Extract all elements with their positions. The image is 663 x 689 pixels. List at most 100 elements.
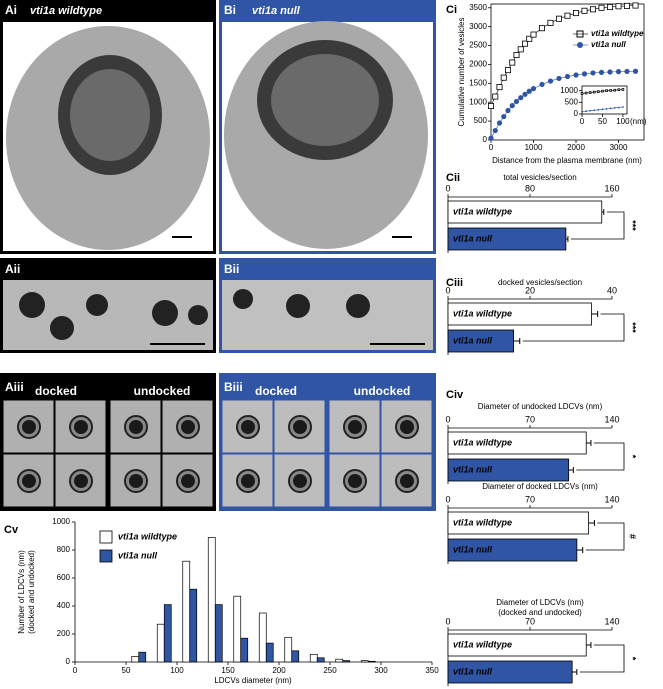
group-label: docked [35,384,77,398]
point [607,4,614,11]
vesicle-core [348,420,362,434]
x-tick-label: 80 [525,183,535,193]
point [581,7,588,14]
vesicle-core [400,474,414,488]
micrograph-bg [222,280,433,350]
point [617,88,621,92]
legend-label: vti1a null [591,40,626,49]
point [504,67,511,74]
point [609,89,612,92]
point [613,88,617,92]
vesicle [233,289,253,309]
x-tick-label: 50 [122,666,131,675]
bar-label: vti1a null [453,464,493,474]
point [622,106,624,108]
point [617,106,620,109]
vesicle-core [74,474,88,488]
chart-title: Diameter of undocked LDCVs (nm) [478,402,603,411]
bar-label: vti1a null [453,233,493,243]
vesicle-core [348,474,362,488]
x-axis-label: (nm) [630,117,647,126]
point [530,86,537,92]
x-tick-label: 0 [445,616,450,626]
legend-swatch [99,530,113,544]
significance-bracket [579,644,625,673]
x-tick-label: 70 [525,616,535,626]
point [522,40,529,47]
y-tick-label: 500 [474,116,488,125]
vesicle-core [181,420,195,434]
x-tick-label: 140 [604,494,619,504]
x-tick-label: 0 [445,285,450,295]
panel-label: Civ [446,389,464,401]
panel-label: Bii [224,262,239,276]
bar [182,560,191,663]
vesicle-core [22,420,36,434]
x-tick-label: 100 [170,666,184,675]
point [632,68,639,74]
bar [189,588,198,663]
x-tick-label: 0 [73,666,78,675]
x-axis-label: Distance from the plasma membrane (nm) [492,156,642,165]
point [584,91,588,95]
point [597,108,600,111]
y-tick-label: 0 [66,657,71,666]
vesicle [346,294,370,318]
chart-title: Diameter of LDCVs (nm) [496,598,584,607]
y-axis-label: Cumulative number of vesicles [457,18,466,127]
point [624,68,630,75]
point [526,88,532,94]
y-tick-label: 800 [57,545,71,554]
bar-label: vti1a null [453,666,493,676]
legend-label: vti1a wildtype [118,531,177,541]
y-tick-label: 3000 [469,22,487,31]
x-tick-label: 1000 [525,143,543,152]
point [488,135,494,141]
vesicle-core [129,420,143,434]
panel-label: Aii [5,262,20,276]
x-tick-label: 350 [425,666,439,675]
point [547,19,554,26]
y-tick-label: 1500 [469,78,487,87]
point [573,10,580,17]
point [592,90,596,94]
vesicle [152,300,178,326]
point [590,70,596,76]
bar [138,651,147,663]
x-tick-label: 100 [616,117,630,126]
bar [360,660,369,663]
x-tick-label: 150 [221,666,235,675]
point [601,89,604,93]
x-tick-label: 2000 [567,143,585,152]
point [590,6,597,13]
point [621,88,625,91]
bar-label: vti1a wildtype [453,206,512,216]
panel-label: Ai [5,3,17,17]
significance: *** [628,322,638,333]
point [581,71,588,77]
point [585,110,587,113]
point [605,89,608,92]
x-tick-label: 0 [580,117,585,126]
point [598,4,605,11]
bar [214,604,223,663]
y-tick-label: 2000 [469,60,487,69]
x-tick-label: 140 [604,616,619,626]
x-tick-label: 50 [598,117,607,126]
bar [342,660,351,663]
y-axis-label: (docked and undocked) [27,550,36,634]
plot-frame [581,85,628,115]
point [513,52,520,59]
point [609,107,612,110]
x-tick-label: 0 [445,414,450,424]
point [605,107,608,110]
y-tick-label: 500 [565,97,579,106]
point [539,25,546,32]
point [613,107,616,109]
point [581,110,583,113]
point [588,91,592,94]
x-tick-label: 70 [525,494,535,504]
panel-label: Ci [446,4,457,16]
chart-title: Diameter of docked LDCVs (nm) [482,482,598,491]
